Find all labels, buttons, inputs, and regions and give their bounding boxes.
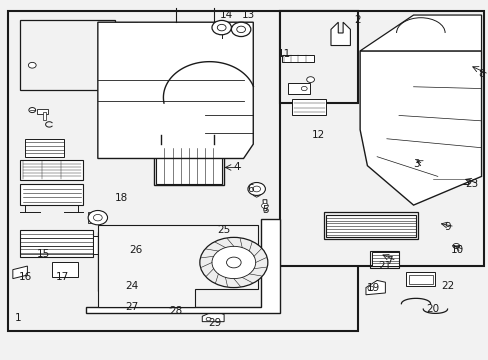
Bar (280, 12, 483, 266)
Circle shape (252, 186, 260, 192)
Text: 25: 25 (217, 225, 230, 235)
Text: 15: 15 (37, 248, 50, 258)
Circle shape (93, 215, 102, 221)
Bar (43, 112, 46, 120)
Bar (20, 160, 83, 180)
Text: 13: 13 (241, 10, 255, 20)
Text: 4: 4 (232, 162, 239, 172)
Polygon shape (98, 22, 253, 158)
Text: 9: 9 (443, 222, 450, 231)
Circle shape (206, 318, 211, 321)
Circle shape (231, 22, 250, 37)
Bar (20, 21, 115, 90)
Polygon shape (330, 22, 350, 45)
Text: 23: 23 (464, 179, 477, 189)
Polygon shape (13, 266, 27, 279)
Text: 24: 24 (125, 281, 138, 291)
Bar (34, 44, 39, 45)
Text: 26: 26 (129, 245, 142, 255)
Text: 2: 2 (354, 15, 360, 26)
Text: 16: 16 (19, 272, 32, 282)
Circle shape (29, 108, 36, 113)
Polygon shape (365, 280, 385, 295)
Bar (98, 232, 134, 291)
Text: 20: 20 (426, 304, 439, 314)
Bar (8, 12, 357, 330)
Bar (406, 272, 434, 286)
Text: 12: 12 (311, 130, 325, 140)
Circle shape (211, 21, 231, 35)
Polygon shape (202, 311, 224, 321)
Bar (291, 99, 325, 116)
Circle shape (452, 243, 459, 248)
Polygon shape (124, 273, 139, 284)
Bar (280, 12, 357, 103)
Text: 1: 1 (14, 313, 21, 323)
Polygon shape (35, 26, 49, 44)
Text: 11: 11 (278, 49, 291, 59)
Bar (233, 32, 248, 37)
Polygon shape (122, 293, 137, 306)
Circle shape (226, 257, 241, 268)
Text: 6: 6 (247, 184, 254, 194)
Circle shape (211, 246, 255, 279)
Polygon shape (263, 200, 266, 211)
Bar (431, 172, 468, 184)
Polygon shape (359, 15, 481, 51)
Bar (47, 44, 52, 45)
Bar (52, 262, 78, 277)
Polygon shape (85, 220, 280, 313)
Polygon shape (93, 235, 105, 253)
Polygon shape (398, 154, 418, 164)
Bar (371, 252, 398, 266)
Circle shape (261, 203, 268, 208)
Text: 10: 10 (450, 245, 463, 255)
Circle shape (217, 24, 225, 31)
Text: 17: 17 (56, 272, 69, 282)
Bar (98, 22, 137, 158)
Circle shape (28, 62, 36, 68)
Text: 3: 3 (412, 159, 418, 169)
Text: 18: 18 (114, 193, 127, 203)
Bar (156, 148, 221, 184)
Bar (134, 234, 156, 262)
Text: 8: 8 (477, 69, 484, 79)
Bar (20, 184, 83, 205)
Text: 5: 5 (262, 206, 268, 216)
Bar (37, 63, 46, 67)
Text: 7: 7 (385, 256, 392, 266)
Circle shape (200, 237, 267, 288)
Text: 19: 19 (366, 283, 380, 293)
Text: 28: 28 (168, 306, 182, 316)
Bar (20, 230, 93, 257)
Bar (25, 139, 64, 157)
Circle shape (301, 86, 306, 91)
Bar (369, 251, 398, 268)
Bar (88, 212, 99, 223)
Text: 14: 14 (220, 10, 233, 20)
Text: 21: 21 (377, 261, 390, 271)
Bar (323, 212, 418, 239)
Text: 22: 22 (440, 281, 453, 291)
Polygon shape (98, 225, 258, 307)
Bar (408, 275, 432, 284)
Circle shape (88, 211, 107, 225)
Polygon shape (165, 298, 183, 309)
Circle shape (168, 305, 173, 308)
Polygon shape (359, 51, 481, 205)
Circle shape (367, 286, 373, 291)
Bar (214, 31, 228, 35)
Bar (325, 215, 415, 237)
Bar (153, 144, 224, 185)
Circle shape (247, 183, 265, 195)
Bar (282, 55, 313, 62)
Text: 29: 29 (207, 319, 221, 328)
Circle shape (236, 26, 245, 33)
Bar (100, 234, 132, 289)
Text: 27: 27 (125, 302, 138, 312)
Bar (287, 83, 309, 94)
Circle shape (306, 77, 314, 82)
Bar (37, 109, 48, 114)
